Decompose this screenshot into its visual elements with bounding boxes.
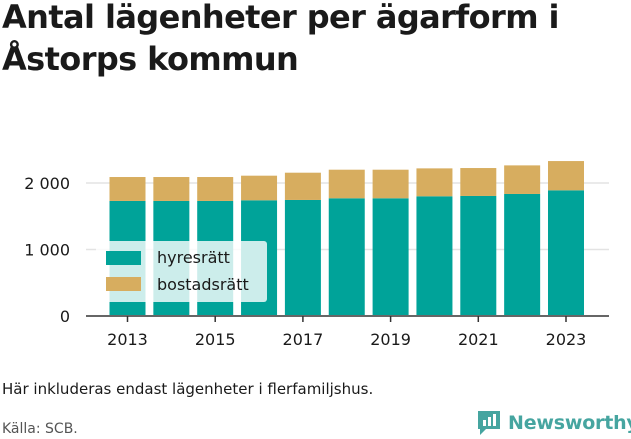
bar-bostadsratt-2021 (460, 168, 497, 196)
y-tick-label: 0 (60, 307, 70, 326)
bar-bostadsratt-2017 (284, 172, 321, 200)
bar-hyresratt-2021 (460, 195, 497, 315)
x-tick-label: 2021 (458, 330, 499, 349)
legend-swatch-hyresratt (106, 251, 141, 265)
chart-title: Antal lägenheter per ägarform i Åstorps … (2, 0, 559, 78)
brand-name: Newsworthy (508, 412, 631, 434)
legend-label-bostadsratt: bostadsrätt (157, 275, 249, 294)
legend-label-hyresratt: hyresrätt (157, 248, 230, 267)
bar-bostadsratt-2020 (416, 168, 453, 197)
newsworthy-chart-icon (478, 411, 500, 435)
bar-hyresratt-2019 (372, 198, 409, 315)
x-tick-label: 2023 (546, 330, 587, 349)
bar-hyresratt-2022 (504, 193, 541, 315)
bar-bostadsratt-2013 (109, 177, 146, 201)
y-tick-label: 2 000 (24, 174, 70, 193)
legend: hyresrätt bostadsrätt (96, 241, 267, 302)
x-tick-label: 2015 (195, 330, 236, 349)
bar-bostadsratt-2019 (372, 169, 409, 199)
newsworthy-logo[interactable]: Newsworthy (476, 408, 631, 438)
stacked-bar-chart: 0 1 000 2 000 2013 2015 2017 2019 2021 2023 hyre… (24, 161, 609, 349)
chart-note: Här inkluderas endast lägenheter i flerf… (2, 380, 374, 398)
bar-hyresratt-2018 (328, 198, 365, 315)
bar-bostadsratt-2014 (153, 177, 190, 201)
y-tick-label: 1 000 (24, 241, 70, 260)
x-tick-label: 2017 (283, 330, 324, 349)
bar-bostadsratt-2023 (548, 161, 584, 191)
source-text: Källa: SCB. (2, 421, 78, 437)
bar-hyresratt-2017 (284, 199, 321, 315)
x-tick-label: 2019 (370, 330, 411, 349)
bar-hyresratt-2020 (416, 196, 453, 315)
bar-bostadsratt-2022 (504, 165, 541, 194)
bar-bostadsratt-2016 (241, 175, 278, 201)
bar-bostadsratt-2018 (328, 169, 365, 199)
bar-bostadsratt-2015 (197, 177, 234, 201)
legend-swatch-bostadsratt (106, 277, 141, 291)
bar-hyresratt-2023 (548, 190, 584, 315)
x-tick-label: 2013 (107, 330, 148, 349)
